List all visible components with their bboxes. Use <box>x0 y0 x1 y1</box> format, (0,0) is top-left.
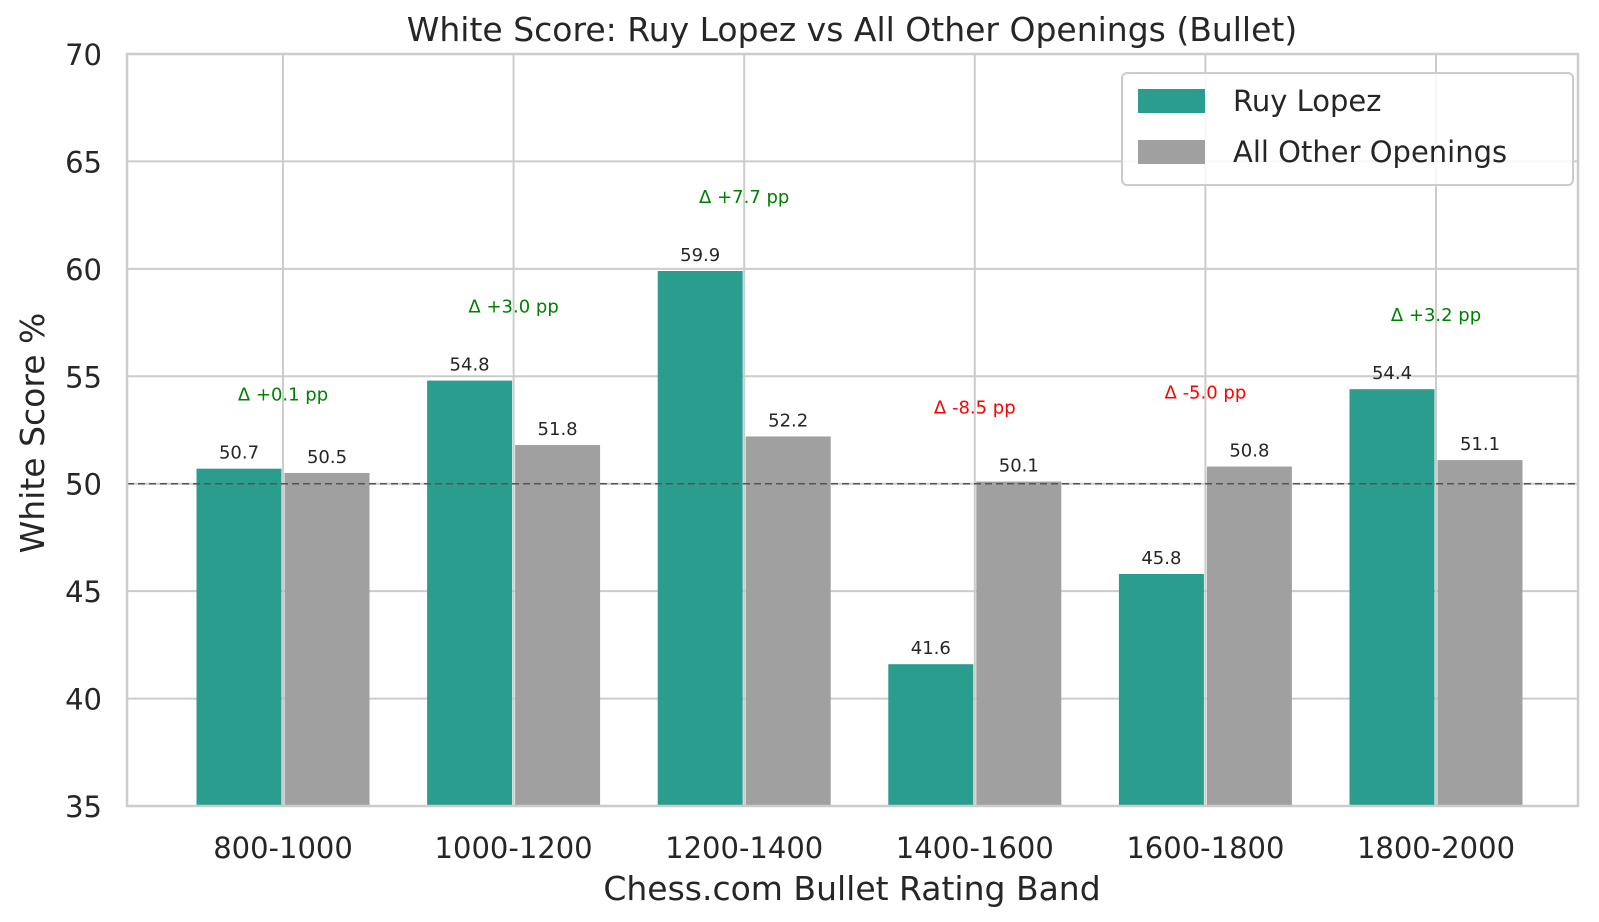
delta-annotation: Δ -8.5 pp <box>934 398 1016 419</box>
y-tick-label: 55 <box>65 360 102 394</box>
x-tick-label: 1400-1600 <box>896 831 1054 865</box>
legend-box <box>1121 72 1574 186</box>
bar-value-label: 45.8 <box>1141 548 1181 569</box>
y-tick-label: 70 <box>65 38 102 72</box>
delta-annotation: Δ +7.7 pp <box>699 187 789 208</box>
bar-value-label: 59.9 <box>680 245 720 266</box>
bar-value-label: 51.8 <box>538 419 578 440</box>
bar-other-openings <box>976 481 1062 806</box>
bar-ruy-lopez <box>196 468 282 806</box>
x-tick-label: 1000-1200 <box>435 831 593 865</box>
legend-swatch-other-openings <box>1138 140 1205 164</box>
delta-annotation: Δ +3.2 pp <box>1391 305 1481 326</box>
x-tick-label: 1600-1800 <box>1126 831 1284 865</box>
bar-value-label: 50.8 <box>1229 441 1269 462</box>
bar-other-openings <box>515 445 601 806</box>
plot-area: 35 40 45 50 55 60 65 70 50.7 50.5 54.8 51.8 59.9 52.2… <box>65 38 1580 865</box>
bar-ruy-lopez <box>888 664 974 806</box>
bar-ruy-lopez <box>657 271 743 806</box>
bar-value-label: 54.8 <box>450 355 490 376</box>
legend-swatch-ruy-lopez <box>1138 89 1205 113</box>
bar-value-label: 54.4 <box>1372 363 1412 384</box>
y-tick-label: 35 <box>65 790 102 824</box>
x-tick-label: 1200-1400 <box>665 831 823 865</box>
legend-label-ruy-lopez: Ruy Lopez <box>1233 84 1381 118</box>
bar-ruy-lopez <box>427 380 513 806</box>
bar-value-label: 41.6 <box>911 638 951 659</box>
bar-other-openings <box>745 436 831 806</box>
bar-other-openings <box>1206 466 1292 806</box>
bar-ruy-lopez <box>1349 389 1435 806</box>
bar-ruy-lopez <box>1118 573 1204 806</box>
delta-annotation: Δ -5.0 pp <box>1165 383 1247 404</box>
y-axis-label: White Score % <box>13 313 52 554</box>
y-tick-label: 40 <box>65 683 102 717</box>
x-tick-label: 1800-2000 <box>1357 831 1515 865</box>
x-axis-label: Chess.com Bullet Rating Band <box>603 869 1100 908</box>
y-tick-label: 65 <box>65 145 102 179</box>
bar-other-openings <box>1437 460 1523 806</box>
y-tick-label: 60 <box>65 253 102 287</box>
bar-other-openings <box>284 472 370 806</box>
bar-value-label: 50.1 <box>999 456 1039 477</box>
legend-label-other-openings: All Other Openings <box>1233 135 1507 169</box>
bar-value-label: 52.2 <box>768 410 808 431</box>
chart-title: White Score: Ruy Lopez vs All Other Open… <box>407 10 1297 49</box>
y-tick-label: 50 <box>65 468 102 502</box>
y-tick-label: 45 <box>65 575 102 609</box>
delta-annotation: Δ +3.0 pp <box>468 297 558 318</box>
bar-value-label: 50.7 <box>219 443 259 464</box>
x-tick-label: 800-1000 <box>213 831 353 865</box>
bar-value-label: 50.5 <box>307 447 347 468</box>
bar-value-label: 51.1 <box>1460 434 1500 455</box>
delta-annotation: Δ +0.1 pp <box>238 385 328 406</box>
plot-frame <box>125 52 1580 808</box>
